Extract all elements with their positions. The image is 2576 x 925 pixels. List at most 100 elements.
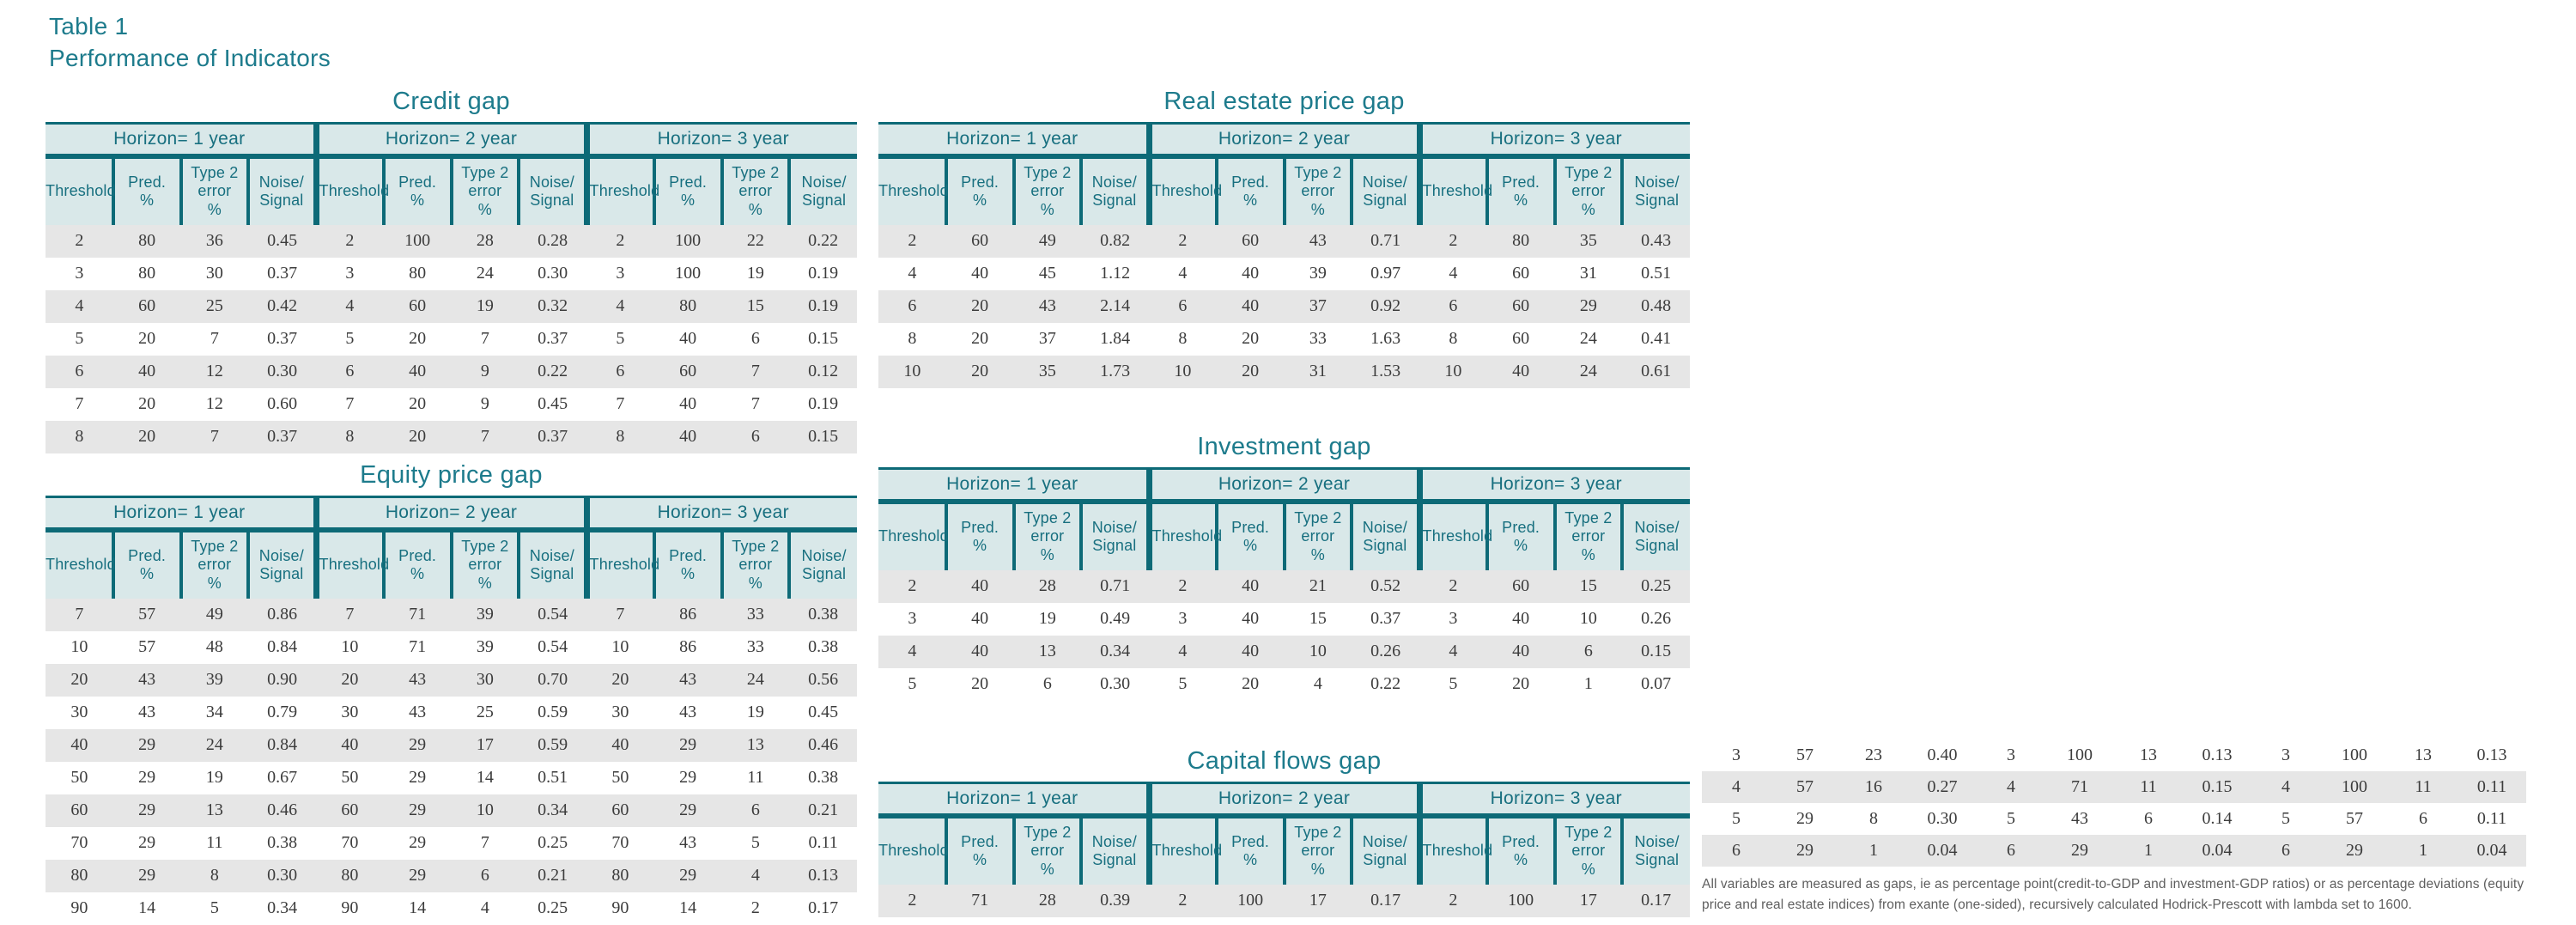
table-cell: 24 [476,264,494,283]
table-cell: 6 [2419,809,2427,828]
table-row: 2 71 28 0.39 2 100 17 0.17 2 100 17 0.17 [878,884,1690,917]
column-header: Threshold [878,155,949,225]
table-cell: 10 [1579,609,1597,628]
table-row: 10 57 48 0.84 10 71 39 0.54 10 86 33 0.38 [46,631,857,664]
table-cell: 13 [2140,745,2157,764]
table-cell: 3 [1449,609,1458,628]
column-header: Threshold [46,155,116,225]
table-cell: 25 [476,703,494,721]
capital-flows-gap-title: Capital flows gap [1187,747,1382,775]
horizon-header: Horizon= 1 year [878,123,1149,159]
table-row: 40 29 24 0.84 40 29 17 0.59 40 29 13 0.46 [46,728,857,762]
table-cell: 0.22 [808,231,839,250]
table-cell: 7 [210,329,219,348]
table-cell: 80 [138,231,156,250]
column-header-row: Threshold Pred. % Type 2 error % Noise/ Sig… [878,501,1690,570]
table-cell: 0.13 [2476,745,2507,764]
real-estate-price-gap-table: Horizon= 1 year Horizon= 2 year Horizon= 3… [878,122,1690,388]
equity-price-gap-title: Equity price gap [360,461,543,489]
column-header: Pred. % [1485,815,1555,885]
table-cell: 1 [2144,841,2153,860]
column-header: Pred. % [1214,815,1285,885]
table-cell: 40 [971,576,989,595]
table-cell: 8 [616,427,625,446]
table-cell: 0.25 [538,898,568,917]
table-cell: 20 [971,362,989,380]
table-cell: 0.14 [2202,809,2233,828]
table-cell: 29 [679,735,697,754]
table-cell: 13 [205,800,223,819]
table-cell: 60 [1512,576,1530,595]
table-cell: 20 [409,329,427,348]
table-cell: 0.34 [538,800,568,819]
table-cell: 29 [138,735,156,754]
column-header: Type 2 error % [1282,501,1352,570]
table-cell: 30 [205,264,223,283]
table-cell: 0.37 [1370,609,1401,628]
table-cell: 3 [616,264,625,283]
credit-gap-table: Horizon= 1 year Horizon= 2 year Horizon= 3… [46,122,857,453]
table-cell: 0.19 [808,394,839,413]
table-cell: 0.22 [538,362,568,380]
table-cell: 100 [2342,777,2367,796]
table-cell: 43 [2071,809,2088,828]
table-cell: 2 [1449,576,1458,595]
table-cell: 40 [1512,642,1530,660]
table-cell: 43 [409,670,427,689]
table-cell: 35 [1579,231,1597,250]
horizon-header: Horizon= 3 year [1416,123,1690,159]
investment-gap-title: Investment gap [1197,433,1371,460]
table-cell: 12 [205,362,223,380]
table-cell: 2 [75,231,84,250]
table-cell: 7 [750,394,760,413]
table-cell: 0.04 [1927,841,1958,860]
table-cell: 15 [746,296,764,315]
table-cell: 39 [476,605,494,624]
table-cell: 8 [75,427,84,446]
table-cell: 6 [750,427,760,446]
table-cell: 4 [75,296,84,315]
table-cell: 5 [616,329,625,348]
table-cell: 5 [1732,809,1741,828]
table-row: 50 29 19 0.67 50 29 14 0.51 50 29 11 0.38 [46,762,857,794]
table-cell: 40 [1242,576,1260,595]
table-cell: 0.86 [267,605,298,624]
table-cell: 0.26 [1370,642,1401,660]
table-cell: 0.12 [808,362,839,380]
table-cell: 50 [341,768,359,787]
table-cell: 6 [750,800,760,819]
table-cell: 15 [1579,576,1597,595]
table-row: 4 60 25 0.42 4 60 19 0.32 4 80 15 0.19 [46,289,857,323]
table-cell: 86 [679,637,697,656]
table-cell: 0.11 [2476,809,2507,828]
table-cell: 45 [1038,264,1056,283]
table-cell: 5 [345,329,355,348]
column-header: Threshold [313,529,389,599]
table-cell: 20 [971,296,989,315]
table-cell: 2 [1449,891,1458,910]
table-cell: 12 [205,394,223,413]
table-cell: 8 [1449,329,1458,348]
table-cell: 3 [1732,745,1741,764]
table-cell: 1.53 [1370,362,1401,380]
table-row: 3 57 23 0.40 3 100 13 0.13 3 100 13 0.13 [1702,739,2526,771]
table-cell: 0.34 [1100,642,1131,660]
table-cell: 0.19 [808,264,839,283]
table-cell: 7 [480,329,489,348]
table-cell: 6 [616,362,625,380]
horizon-header: Horizon= 2 year [1145,782,1419,819]
table-cell: 20 [971,674,989,693]
table-cell: 100 [675,231,702,250]
table-cell: 6 [1178,296,1188,315]
table-cell: 0.84 [267,735,298,754]
table-cell: 0.15 [1641,642,1672,660]
table-cell: 0.45 [538,394,568,413]
table-cell: 0.15 [808,427,839,446]
table-cell: 40 [971,264,989,283]
table-cell: 43 [1038,296,1056,315]
table-cell: 80 [611,866,629,885]
column-header: Pred. % [381,155,452,225]
horizon-header: Horizon= 3 year [1416,782,1690,819]
table-cell: 13 [746,735,764,754]
table-cell: 71 [2071,777,2088,796]
